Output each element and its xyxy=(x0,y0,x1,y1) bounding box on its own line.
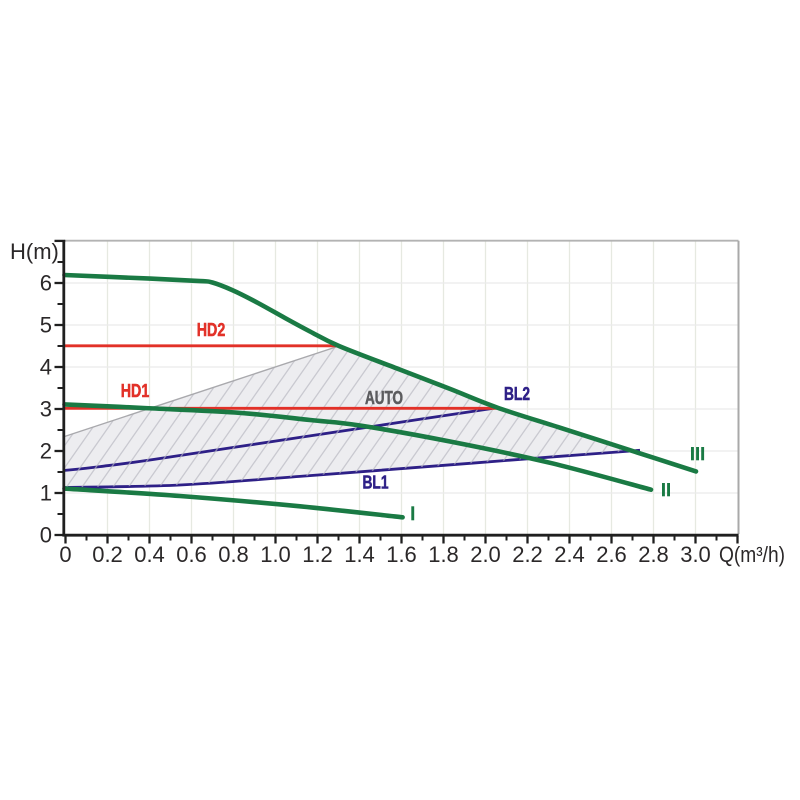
svg-text:3: 3 xyxy=(40,397,52,422)
svg-text:1.6: 1.6 xyxy=(386,542,417,567)
svg-text:BL1: BL1 xyxy=(363,473,389,493)
svg-text:1.2: 1.2 xyxy=(302,542,333,567)
svg-text:6: 6 xyxy=(40,271,52,296)
svg-text:3.0: 3.0 xyxy=(680,542,711,567)
svg-text:1.8: 1.8 xyxy=(428,542,459,567)
svg-text:2.4: 2.4 xyxy=(554,542,585,567)
svg-text:2.6: 2.6 xyxy=(596,542,627,567)
svg-text:0.8: 0.8 xyxy=(218,542,249,567)
svg-text:1.4: 1.4 xyxy=(344,542,375,567)
svg-text:2.2: 2.2 xyxy=(512,542,543,567)
svg-text:1.0: 1.0 xyxy=(260,542,291,567)
svg-text:0.6: 0.6 xyxy=(176,542,207,567)
svg-text:BL2: BL2 xyxy=(504,384,530,404)
svg-text:4: 4 xyxy=(40,355,52,380)
svg-text:2: 2 xyxy=(40,439,52,464)
svg-text:Q(m³/h): Q(m³/h) xyxy=(719,542,785,567)
svg-text:AUTO: AUTO xyxy=(365,388,403,408)
svg-text:HD1: HD1 xyxy=(121,381,150,401)
svg-text:HD2: HD2 xyxy=(197,320,226,340)
svg-text:0.4: 0.4 xyxy=(134,542,165,567)
svg-text:2.0: 2.0 xyxy=(470,542,501,567)
svg-text:1: 1 xyxy=(40,481,52,506)
svg-text:0: 0 xyxy=(40,523,52,548)
svg-text:5: 5 xyxy=(40,313,52,338)
svg-text:2.8: 2.8 xyxy=(638,542,669,567)
svg-text:0.2: 0.2 xyxy=(92,542,123,567)
svg-text:H(m): H(m) xyxy=(10,239,59,264)
svg-text:0: 0 xyxy=(59,542,71,567)
